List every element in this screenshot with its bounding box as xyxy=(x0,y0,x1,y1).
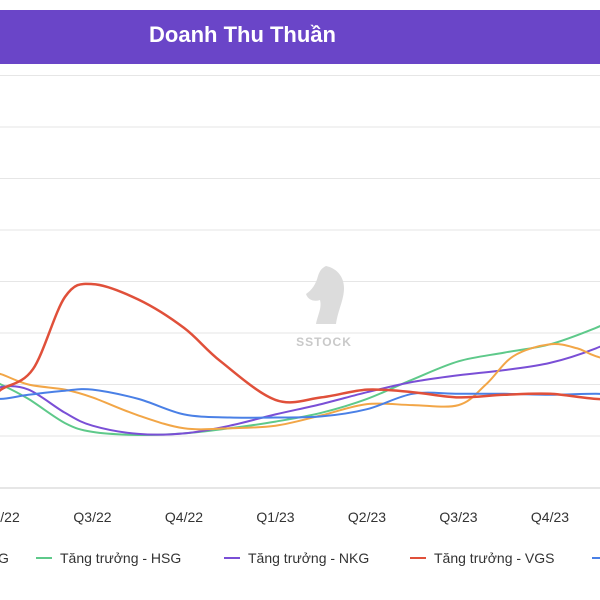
legend: G Tăng trưởng - HSG Tăng trưởng - NKG Tă… xyxy=(0,550,600,566)
horse-head-logo-icon xyxy=(306,266,344,324)
chart-header xyxy=(0,10,600,64)
watermark-text: SSTOCK xyxy=(296,335,352,349)
x-tick-label: Q4/23 xyxy=(531,509,569,525)
series-lines xyxy=(0,282,600,437)
x-tick-label: Q2/23 xyxy=(348,509,386,525)
chart-title: Doanh Thu Thuần xyxy=(149,22,336,47)
legend-label-nkg: Tăng trưởng - NKG xyxy=(248,550,369,566)
x-tick-label: Q3/22 xyxy=(73,509,111,525)
x-axis-ticks: /22 Q3/22 Q4/22 Q1/23 Q2/23 Q3/23 Q4/23 xyxy=(0,509,569,525)
grid-lines xyxy=(0,75,600,489)
legend-label-hsg: Tăng trưởng - HSG xyxy=(60,550,181,566)
series-line-vgs xyxy=(0,282,600,404)
x-tick-label: Q3/23 xyxy=(439,509,477,525)
watermark: SSTOCK xyxy=(296,266,352,349)
x-tick-label: Q1/23 xyxy=(256,509,294,525)
series-line-nkg xyxy=(0,345,600,436)
x-tick-label: Q4/22 xyxy=(165,509,203,525)
series-line-hsg xyxy=(0,325,600,437)
x-tick-label: /22 xyxy=(0,509,20,525)
legend-label-cut: G xyxy=(0,550,9,566)
legend-label-vgs: Tăng trưởng - VGS xyxy=(434,550,554,566)
